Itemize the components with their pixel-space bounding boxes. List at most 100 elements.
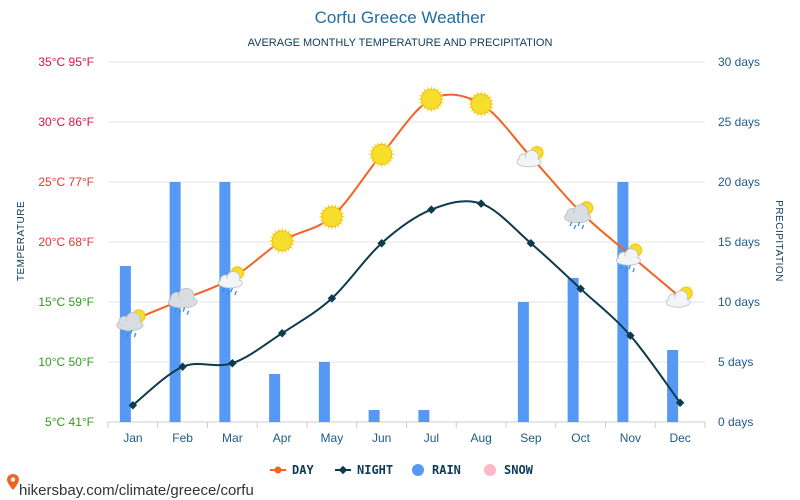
legend-snow-swatch bbox=[484, 464, 496, 476]
legend-item-rain: RAIN bbox=[412, 463, 461, 477]
source-text: hikersbay.com/climate/greece/corfu bbox=[19, 482, 254, 499]
x-tick-label: Nov bbox=[620, 431, 641, 445]
y-right-tick-label: 20 days bbox=[718, 175, 760, 189]
sun-disc bbox=[371, 143, 393, 165]
cloud-fill bbox=[517, 157, 540, 166]
rain-drop bbox=[133, 332, 137, 338]
chart-title: Corfu Greece Weather bbox=[315, 8, 486, 27]
rain-drop bbox=[620, 264, 623, 270]
rain-cloud-icon bbox=[167, 287, 198, 315]
night-point bbox=[427, 205, 436, 214]
sun-icon bbox=[467, 90, 495, 118]
sun-icon bbox=[318, 203, 346, 231]
sun-disc bbox=[321, 206, 343, 228]
cloud-sun-icon bbox=[217, 264, 246, 296]
night-point bbox=[476, 199, 486, 208]
cloud-fill bbox=[565, 212, 590, 222]
sun-icon bbox=[417, 85, 445, 113]
rain-drop bbox=[573, 224, 577, 230]
y-right-tick-label: 5 days bbox=[718, 355, 753, 369]
y-right-tick-label: 10 days bbox=[718, 295, 760, 309]
rain-bar bbox=[119, 266, 131, 422]
rain-drop bbox=[632, 267, 635, 273]
night-point bbox=[576, 284, 585, 294]
night-point bbox=[277, 328, 287, 338]
legend-rain-swatch bbox=[412, 464, 424, 476]
y-axis-right-title: PRECIPITATION bbox=[773, 200, 784, 282]
rain-drop bbox=[226, 290, 229, 296]
y-left-tick-label: 20°C 68°F bbox=[38, 235, 94, 249]
weather-icons bbox=[116, 85, 695, 338]
rain-bar bbox=[219, 182, 231, 422]
y-left-tick-label: 10°C 50°F bbox=[38, 355, 94, 369]
cloud-fill bbox=[169, 297, 196, 307]
rain-drop bbox=[577, 221, 581, 227]
rain-drop bbox=[178, 310, 182, 315]
legend-label: SNOW bbox=[504, 463, 534, 477]
y-left-tick-label: 15°C 59°F bbox=[38, 295, 94, 309]
partly-cloudy-icon bbox=[665, 285, 695, 308]
y-right-tick-label: 25 days bbox=[718, 115, 760, 129]
axes: 35°C 95°F 30°C 86°F 25°C 77°F 20°C 68°F 15°C… bbox=[38, 55, 760, 445]
rain-sun-icon bbox=[116, 307, 147, 338]
night-point bbox=[327, 294, 337, 303]
cloud-sun-icon bbox=[615, 242, 644, 273]
rain-bar bbox=[269, 374, 281, 422]
sun-icon bbox=[368, 140, 396, 168]
location-pin-icon bbox=[7, 474, 19, 490]
rain-sun-icon bbox=[564, 199, 595, 230]
y-right-tick-label: 15 days bbox=[718, 235, 760, 249]
rain-bar bbox=[368, 410, 380, 422]
x-tick-label: Feb bbox=[172, 431, 193, 445]
legend-item-day: DAY bbox=[270, 463, 314, 477]
x-tick-label: Aug bbox=[470, 431, 491, 445]
legend-item-night: NIGHT bbox=[335, 463, 393, 477]
x-tick-label: May bbox=[321, 431, 344, 445]
x-tick-label: Mar bbox=[222, 431, 243, 445]
sun-disc bbox=[470, 93, 492, 115]
x-tick-label: Jun bbox=[372, 431, 391, 445]
x-tick-label: Dec bbox=[669, 431, 690, 445]
rain-drop bbox=[125, 332, 129, 338]
y-right-tick-label: 30 days bbox=[718, 55, 760, 69]
y-axis-left-title: TEMPERATURE bbox=[16, 201, 27, 281]
rain-drop bbox=[186, 310, 190, 315]
legend-night-diamond bbox=[338, 465, 348, 475]
rain-drop bbox=[624, 267, 627, 273]
rain-drop bbox=[222, 287, 225, 293]
night-point bbox=[228, 358, 237, 368]
night-point bbox=[626, 331, 635, 340]
y-left-tick-label: 35°C 95°F bbox=[38, 55, 94, 69]
source-link[interactable]: hikersbay.com/climate/greece/corfu bbox=[7, 474, 254, 499]
gridlines bbox=[107, 61, 706, 428]
rain-drop bbox=[234, 290, 237, 296]
y-left-tick-label: 30°C 86°F bbox=[38, 115, 94, 129]
night-point bbox=[675, 398, 685, 408]
cloud-fill bbox=[617, 256, 640, 265]
rain-bar bbox=[667, 350, 679, 422]
rain-drop bbox=[581, 224, 585, 230]
night-point bbox=[178, 362, 187, 372]
y-right-tick-label: 0 days bbox=[718, 415, 753, 429]
chart-subtitle: AVERAGE MONTHLY TEMPERATURE AND PRECIPIT… bbox=[248, 37, 553, 49]
rain-drop bbox=[129, 329, 133, 335]
rain-bar bbox=[517, 302, 529, 422]
y-left-tick-label: 5°C 41°F bbox=[45, 415, 94, 429]
rain-drop bbox=[182, 307, 186, 312]
x-tick-label: Jul bbox=[424, 431, 439, 445]
day-line bbox=[132, 93, 681, 321]
night-line bbox=[132, 200, 681, 406]
legend-label: NIGHT bbox=[357, 463, 393, 477]
rain-bar bbox=[567, 278, 579, 422]
rain-bar bbox=[418, 410, 430, 422]
night-point bbox=[128, 400, 138, 410]
cloud-fill bbox=[219, 279, 242, 287]
rain-drop bbox=[569, 221, 573, 227]
rain-drop bbox=[174, 307, 178, 312]
legend-item-snow: SNOW bbox=[484, 463, 534, 477]
y-left-tick-label: 25°C 77°F bbox=[38, 175, 94, 189]
rain-bar bbox=[318, 362, 330, 422]
legend-day-dot bbox=[274, 466, 282, 474]
cloud-fill bbox=[667, 298, 690, 307]
